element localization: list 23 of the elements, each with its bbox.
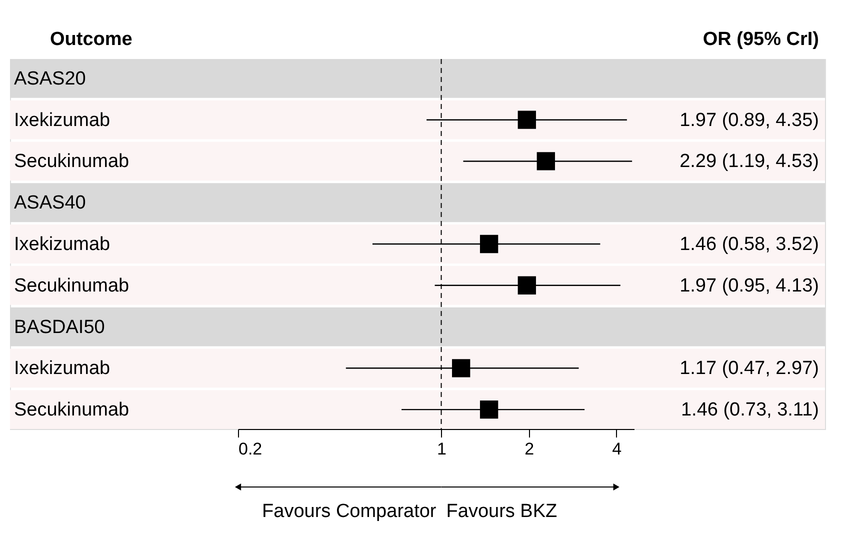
y2-axis-title: OR (95% CrI) xyxy=(702,29,819,50)
y-tick-label: Ixekizumab xyxy=(14,110,110,131)
text: Favours Comparator xyxy=(262,501,437,522)
data-label: 1.97 (0.95, 4.13) xyxy=(680,275,819,296)
y-tick-label: Ixekizumab xyxy=(14,358,110,380)
y-tick-label: Secukinumab xyxy=(14,275,130,296)
data-label: 1.97 (0.89, 4.35) xyxy=(680,110,819,131)
data-label: 1.46 (0.58, 3.52) xyxy=(680,234,819,255)
x-tick-label: 4 xyxy=(612,440,622,458)
data-label: 1.17 (0.47, 2.97) xyxy=(680,358,819,380)
y-tick-label: Ixekizumab xyxy=(14,234,110,255)
y-tick-label: ASAS20 xyxy=(14,68,86,90)
data-label: 2.29 (1.19, 4.53) xyxy=(680,151,819,172)
text: Favours BKZ xyxy=(446,501,558,522)
y-axis-title: Outcome xyxy=(50,29,132,50)
y-tick-label: Secukinumab xyxy=(14,151,130,172)
data-label: 1.46 (0.73, 3.11) xyxy=(680,400,819,421)
y-tick-label: ASAS40 xyxy=(14,192,86,214)
y-tick-label: Secukinumab xyxy=(14,400,130,421)
x-tick-label: 0.2 xyxy=(238,440,262,458)
x-tick-label: 1 xyxy=(437,440,446,458)
x-tick-label: 2 xyxy=(524,440,534,458)
y-tick-label: BASDAI50 xyxy=(14,316,105,338)
